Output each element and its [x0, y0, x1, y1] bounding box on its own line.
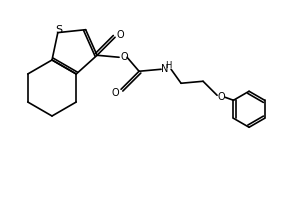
Text: O: O	[116, 30, 124, 40]
Text: O: O	[120, 52, 128, 62]
Text: H: H	[165, 61, 171, 70]
Text: O: O	[111, 88, 119, 98]
Text: S: S	[55, 25, 62, 35]
Text: N: N	[161, 64, 169, 74]
Text: O: O	[217, 92, 225, 102]
